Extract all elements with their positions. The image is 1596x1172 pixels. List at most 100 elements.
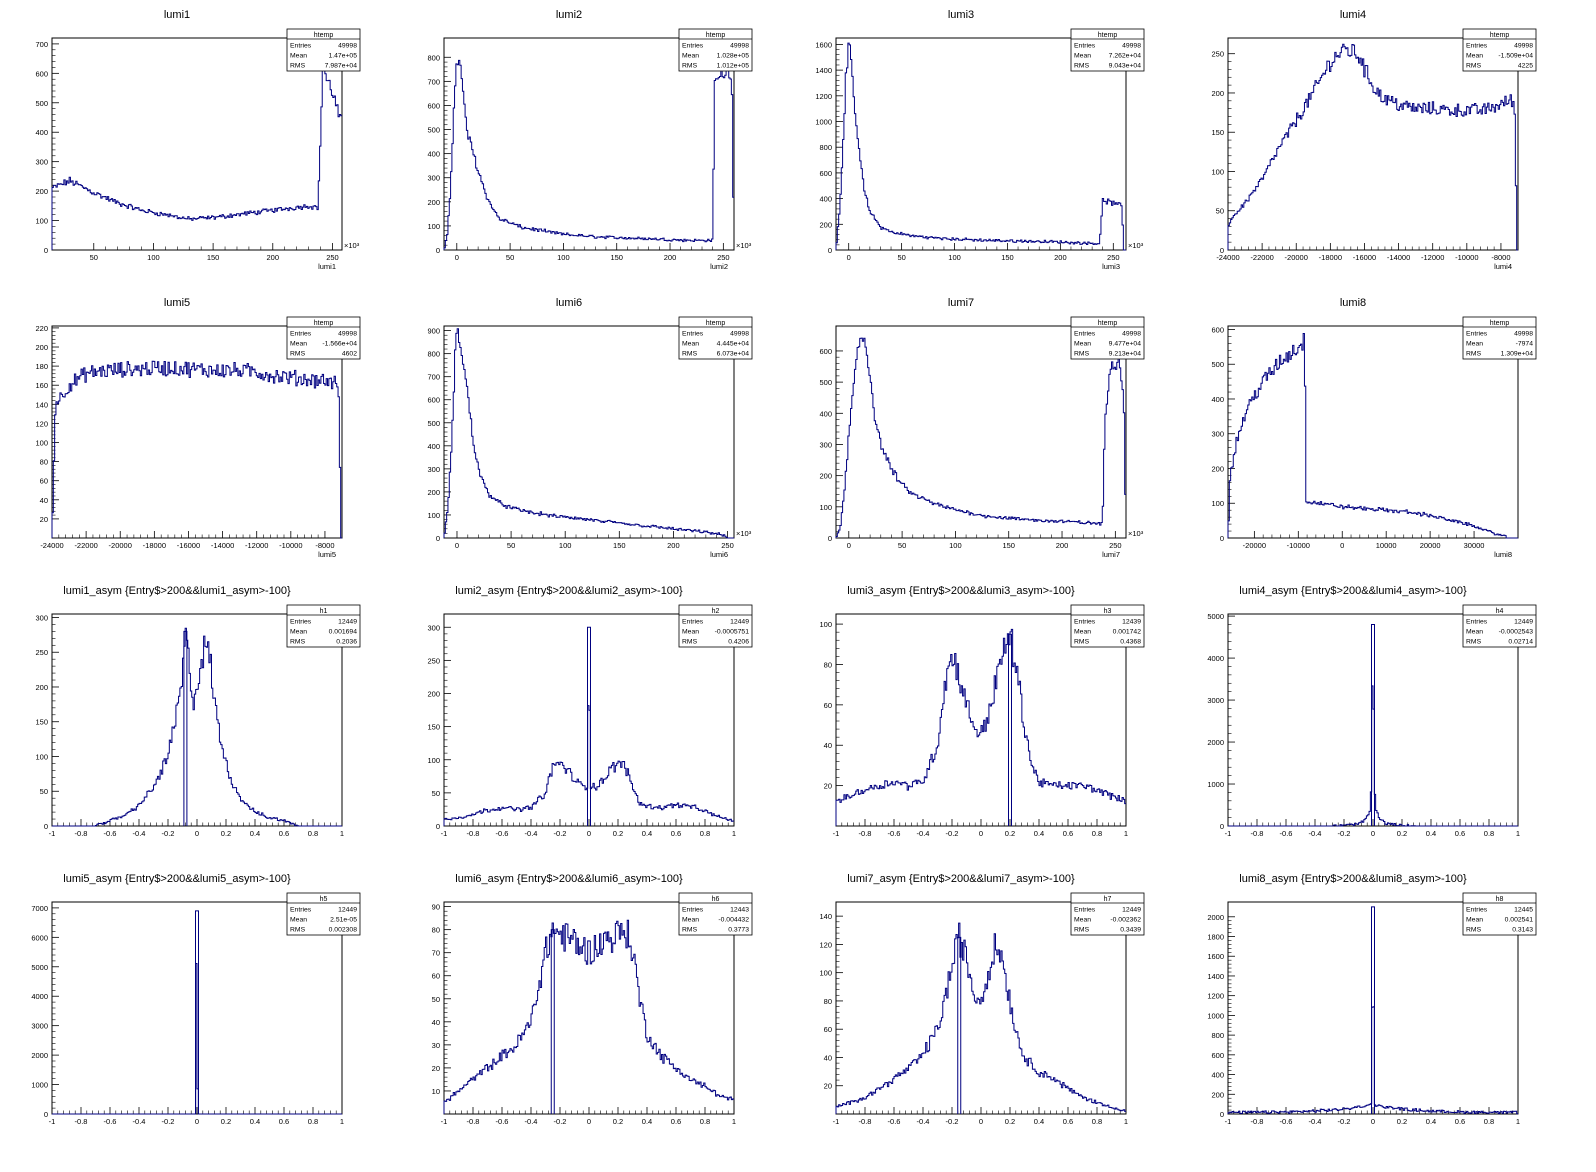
x-tick-label: 1 bbox=[732, 829, 736, 838]
x-tick-label: 20000 bbox=[1420, 541, 1441, 550]
stats-name: h5 bbox=[320, 896, 328, 903]
x-tick-label: -0.6 bbox=[1280, 829, 1293, 838]
y-tick-label: 1600 bbox=[815, 40, 832, 49]
stats-value-entries: 49998 bbox=[1122, 43, 1141, 50]
x-tick-label: -20000 bbox=[1243, 541, 1266, 550]
x-multiplier: ×10³ bbox=[736, 529, 752, 538]
y-tick-label: 100 bbox=[427, 222, 440, 231]
stats-box-frame bbox=[1070, 28, 1145, 72]
y-tick-label: 200 bbox=[35, 683, 48, 692]
histogram-series bbox=[835, 628, 1126, 826]
stats-value-mean: 7.262e+04 bbox=[1109, 53, 1142, 60]
stats-label-mean: Mean bbox=[682, 917, 699, 924]
x-tick-label: -22000 bbox=[1250, 253, 1273, 262]
stats-value-entries: 12449 bbox=[338, 907, 357, 914]
x-tick-label: 0.6 bbox=[1455, 829, 1465, 838]
y-tick-label: 300 bbox=[35, 158, 48, 167]
stats-value-mean: 2.51e-05 bbox=[330, 917, 357, 924]
stats-value-mean: -0.0002543 bbox=[1499, 629, 1534, 636]
x-tick-label: -0.4 bbox=[917, 1117, 930, 1126]
x-tick-label: -24000 bbox=[40, 541, 63, 550]
histogram-panel-16: lumi8_asym {Entry$>200&&lumi8_asym>-100}… bbox=[1207, 873, 1537, 1126]
stats-label-rms: RMS bbox=[1074, 927, 1090, 934]
stats-label-mean: Mean bbox=[682, 629, 699, 636]
y-tick-label: 700 bbox=[427, 77, 440, 86]
stats-value-entries: 12449 bbox=[1122, 907, 1141, 914]
x-tick-label: -0.4 bbox=[525, 829, 538, 838]
stats-name: htemp bbox=[706, 32, 726, 39]
x-tick-label: 0.6 bbox=[1063, 1117, 1073, 1126]
x-tick-label: -0.4 bbox=[133, 829, 146, 838]
stats-value-entries: 49998 bbox=[1514, 43, 1533, 50]
stats-name: htemp bbox=[706, 320, 726, 327]
y-tick-label: 40 bbox=[824, 1053, 832, 1062]
y-axis: 0 100 200 300 400 500 600 bbox=[819, 347, 843, 543]
y-tick-label: 160 bbox=[35, 381, 48, 390]
x-tick-label: 0 bbox=[587, 829, 591, 838]
stats-value-mean: 4.445e+04 bbox=[717, 341, 750, 348]
y-tick-label: 400 bbox=[427, 150, 440, 159]
x-axis: -1 -0.8 -0.6 -0.4 -0.2 0 0.2 0.4 0.6 0.8 1 bbox=[1225, 819, 1520, 838]
y-axis: 0 1000 2000 3000 4000 5000 6000 7000 bbox=[31, 904, 59, 1119]
y-tick-label: 0 bbox=[436, 246, 440, 255]
x-tick-label: 100 bbox=[949, 541, 962, 550]
x-tick-label: -0.6 bbox=[104, 829, 117, 838]
y-tick-label: 20 bbox=[432, 1064, 440, 1073]
y-axis: 0 100 200 300 400 500 600 700 800 900 bbox=[427, 327, 451, 543]
x-tick-label: -1 bbox=[1225, 1117, 1232, 1126]
x-axis: -1 -0.8 -0.6 -0.4 -0.2 0 0.2 0.4 0.6 0.8 1 bbox=[49, 819, 344, 838]
stats-label-rms: RMS bbox=[1074, 351, 1090, 358]
x-tick-label: 0.4 bbox=[250, 829, 260, 838]
y-tick-label: 700 bbox=[427, 373, 440, 382]
x-tick-label: 1 bbox=[1124, 829, 1128, 838]
histogram-series bbox=[835, 922, 1126, 1114]
y-tick-label: 100 bbox=[427, 511, 440, 520]
y-tick-label: 60 bbox=[824, 1025, 832, 1034]
y-tick-label: 0 bbox=[44, 1110, 48, 1119]
y-axis: 10 20 30 40 50 60 70 80 90 bbox=[432, 903, 451, 1096]
stats-label-entries: Entries bbox=[290, 907, 312, 914]
y-tick-label: 200 bbox=[427, 198, 440, 207]
y-axis: 0 100 200 300 400 500 600 700 800 bbox=[427, 53, 451, 255]
stats-box-frame bbox=[286, 604, 361, 648]
x-tick-label: 0.2 bbox=[1005, 829, 1015, 838]
x-tick-label: 0.4 bbox=[1034, 1117, 1044, 1126]
y-axis: 0 100 200 300 400 500 600 700 bbox=[35, 40, 59, 255]
y-tick-label: 0 bbox=[436, 534, 440, 543]
stats-value-rms: 0.4368 bbox=[1120, 639, 1141, 646]
x-axis: -1 -0.8 -0.6 -0.4 -0.2 0 0.2 0.4 0.6 0.8 1 bbox=[1225, 1107, 1520, 1126]
histogram-panel-15: lumi7_asym {Entry$>200&&lumi7_asym>-100}… bbox=[819, 873, 1145, 1126]
y-axis: 0 200 400 600 800 1000 1200 1400 1600 bbox=[815, 40, 843, 255]
plot-frame bbox=[1227, 325, 1519, 539]
histogram-panel-9: lumi1_asym {Entry$>200&&lumi1_asym>-100}… bbox=[35, 585, 361, 838]
stats-value-rms: 9.213e+04 bbox=[1109, 351, 1142, 358]
stats-value-rms: 0.002308 bbox=[329, 927, 358, 934]
x-tick-label: 0.8 bbox=[1092, 1117, 1102, 1126]
y-tick-label: 300 bbox=[35, 613, 48, 622]
y-tick-label: 60 bbox=[824, 701, 832, 710]
y-tick-label: 200 bbox=[1211, 89, 1224, 98]
panel-title: lumi4_asym {Entry$>200&&lumi4_asym>-100} bbox=[1239, 585, 1467, 597]
x-tick-label: 0.8 bbox=[308, 829, 318, 838]
x-tick-label: 0.6 bbox=[671, 829, 681, 838]
x-axis: -24000 -22000 -20000 -18000 -16000 -14000 -120… bbox=[1216, 243, 1512, 271]
x-tick-label: 100 bbox=[559, 541, 572, 550]
y-tick-label: 100 bbox=[819, 503, 832, 512]
x-tick-label: 250 bbox=[721, 541, 734, 550]
y-tick-label: 80 bbox=[824, 660, 832, 669]
y-tick-label: 0 bbox=[828, 534, 832, 543]
x-tick-label: -18000 bbox=[1319, 253, 1342, 262]
x-tick-label: 0.4 bbox=[642, 829, 652, 838]
stats-value-mean: 0.001742 bbox=[1113, 629, 1142, 636]
x-tick-label: 0 bbox=[847, 541, 851, 550]
stats-value-rms: 9.043e+04 bbox=[1109, 63, 1142, 70]
x-tick-label: -14000 bbox=[1387, 253, 1410, 262]
stats-box-frame bbox=[678, 604, 753, 648]
x-tick-label: 50 bbox=[897, 253, 905, 262]
x-multiplier: ×10³ bbox=[1128, 241, 1144, 250]
x-axis: 50 100 150 200 250 ×10³ lumi1 bbox=[90, 241, 360, 271]
